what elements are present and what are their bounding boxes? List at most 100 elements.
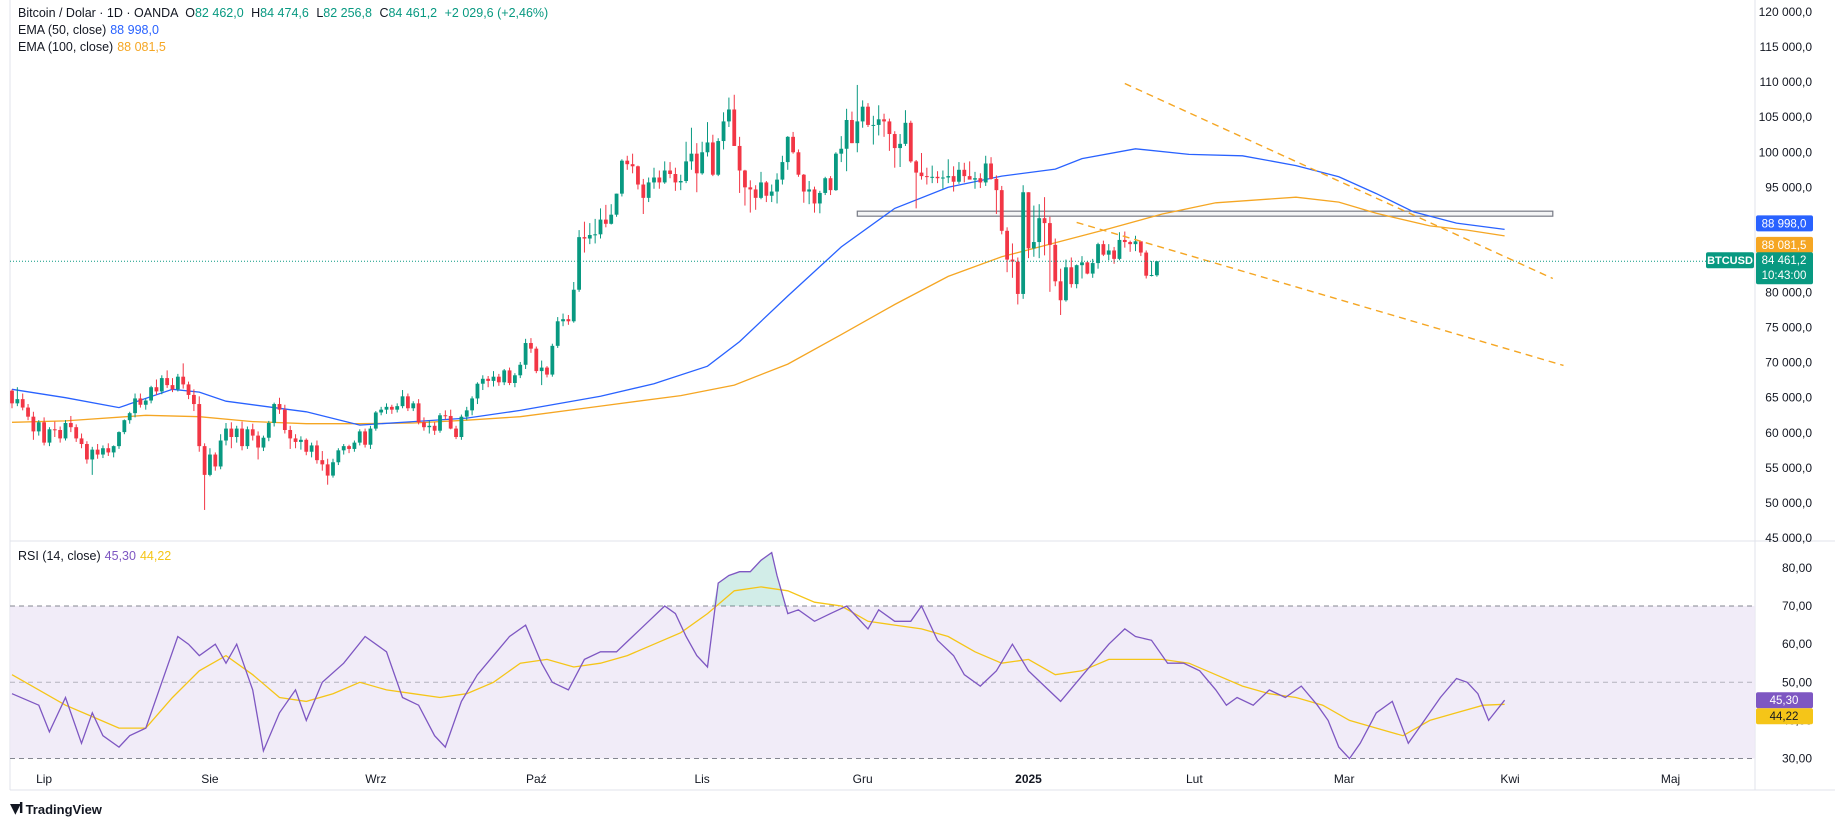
- time-tick-label: Lut: [1186, 772, 1203, 786]
- last-price-axis-label: 84 461,2: [1762, 255, 1807, 267]
- candle-body: [812, 189, 817, 204]
- candle-body: [839, 148, 844, 154]
- candle-body: [74, 427, 79, 439]
- candle-body: [202, 446, 207, 475]
- candle-body: [1005, 230, 1009, 260]
- candle-body: [1149, 275, 1154, 276]
- candle-body: [1042, 218, 1047, 224]
- candle-body: [448, 415, 453, 429]
- candle-body: [229, 428, 234, 438]
- candle-body: [817, 192, 822, 204]
- price-tick-label: 45 000,0: [1765, 531, 1812, 545]
- candle-body: [277, 404, 282, 410]
- candle-body: [20, 399, 25, 408]
- candle-body: [245, 429, 250, 447]
- candle-body: [224, 428, 228, 441]
- candle-body: [256, 435, 260, 448]
- candle-body: [791, 136, 795, 153]
- candle-body: [614, 193, 619, 215]
- candle-body: [609, 214, 614, 224]
- candle-body: [571, 289, 576, 322]
- candle-body: [807, 189, 812, 192]
- candle-body: [90, 449, 95, 460]
- price-tick-label: 105 000,0: [1759, 110, 1813, 124]
- candle-body: [491, 376, 496, 381]
- time-tick-label: Maj: [1661, 772, 1680, 786]
- candle-body: [208, 454, 212, 475]
- candle-body: [957, 169, 961, 182]
- candle-body: [170, 385, 175, 390]
- candle-body: [743, 170, 747, 188]
- candle-body: [1053, 244, 1058, 282]
- change-value: +2 029,6 (+2,46%): [444, 6, 549, 20]
- candle-body: [427, 425, 432, 428]
- candle-body: [1080, 262, 1084, 266]
- last-price-badge-bg: [1756, 252, 1813, 285]
- candle-body: [935, 176, 940, 179]
- candle-body: [748, 187, 753, 190]
- rsi-overbought-fill: [712, 552, 786, 606]
- price-tick-label: 110 000,0: [1760, 75, 1813, 89]
- price-tick-label: 55 000,0: [1765, 461, 1812, 475]
- candle-body: [732, 109, 737, 146]
- rsi-tick-label: 70,00: [1782, 599, 1812, 613]
- price-tick-label: 115 000,0: [1760, 40, 1813, 54]
- candle-body: [15, 399, 20, 404]
- candle-body: [411, 403, 416, 409]
- candle-body: [111, 446, 116, 453]
- candle-body: [261, 437, 266, 448]
- candle-body: [721, 121, 726, 142]
- price-axis[interactable]: 120 000,0 115 000,0 110 000,0 105 000,0 100 …: [1759, 5, 1813, 766]
- candle-body: [759, 182, 763, 198]
- candle-body: [502, 370, 507, 383]
- ema50-value: 88 998,0: [110, 23, 159, 37]
- candle-body: [10, 390, 14, 404]
- candle-body: [507, 370, 512, 384]
- countdown-label: 10:43:00: [1762, 270, 1807, 282]
- candle-body: [341, 446, 346, 451]
- candle-body: [1069, 267, 1074, 285]
- candle-body: [1031, 242, 1036, 249]
- candle-body: [85, 444, 89, 460]
- ema100-legend[interactable]: EMA (100, close) 88 081,5: [18, 39, 166, 55]
- candle-body: [1058, 281, 1063, 301]
- candle-body: [68, 422, 73, 428]
- price-tick-label: 100 000,0: [1759, 145, 1813, 159]
- ohlc-close-key: C: [379, 6, 389, 20]
- candle-body: [475, 383, 480, 399]
- candle-body: [780, 162, 785, 180]
- candle-body: [646, 182, 651, 198]
- rsi-legend[interactable]: RSI (14, close) 45,30 44,22: [18, 548, 171, 564]
- candle-body: [352, 442, 357, 449]
- rsi-ma-axis-label-bg: [1756, 708, 1813, 725]
- ema50-axis-label: 88 998,0: [1762, 218, 1807, 230]
- time-tick-label: Wrz: [365, 772, 386, 786]
- candle-body: [716, 141, 721, 175]
- candle-body: [919, 172, 924, 177]
- candle-body: [192, 394, 196, 405]
- candle-body: [636, 166, 640, 185]
- candle-body: [673, 174, 678, 183]
- candle-body: [662, 170, 667, 183]
- price-tick-label: 60 000,0: [1765, 426, 1812, 440]
- rsi-ma-value: 44,22: [139, 549, 172, 563]
- ema50-legend[interactable]: EMA (50, close) 88 998,0: [18, 22, 159, 38]
- candle-body: [282, 409, 287, 430]
- tradingview-icon: ▼ⅼ: [10, 801, 24, 817]
- time-axis[interactable]: Lip Sie Wrz Paź Lis Gru 2025 Lut Mar Kwi Maj: [36, 772, 1680, 786]
- candle-body: [753, 189, 758, 198]
- candle-body: [705, 142, 710, 153]
- candle-body: [272, 404, 277, 423]
- tradingview-logo[interactable]: ▼ⅼ TradingView: [10, 801, 102, 817]
- rsi-band: [10, 552, 1755, 760]
- rsi-ma-axis-label: 44,22: [1770, 711, 1799, 723]
- candle-body: [1015, 261, 1020, 294]
- candle-body: [127, 413, 132, 421]
- rsi-tick-label: 30,00: [1782, 752, 1812, 766]
- rsi-path: [11, 551, 1506, 760]
- candle-body: [438, 415, 442, 431]
- symbol-legend[interactable]: Bitcoin / Dolar · 1D · OANDA O82 462,0 H…: [18, 5, 548, 21]
- rsi-tick-label: 60,00: [1782, 637, 1812, 651]
- symbol-title[interactable]: Bitcoin / Dolar · 1D · OANDA: [18, 6, 178, 20]
